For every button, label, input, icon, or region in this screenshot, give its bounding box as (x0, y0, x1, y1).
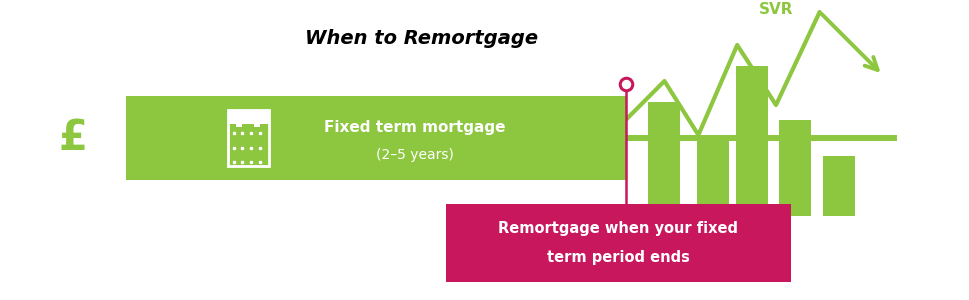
Text: (2–5 years): (2–5 years) (375, 148, 453, 162)
FancyBboxPatch shape (822, 156, 855, 216)
Text: SVR: SVR (758, 2, 793, 16)
FancyBboxPatch shape (254, 119, 260, 127)
FancyBboxPatch shape (236, 119, 242, 127)
FancyBboxPatch shape (625, 136, 896, 140)
Text: Remortgage when your fixed: Remortgage when your fixed (498, 221, 737, 236)
Text: term period ends: term period ends (547, 250, 689, 265)
FancyBboxPatch shape (735, 66, 767, 216)
Text: When to Remortgage: When to Remortgage (305, 29, 538, 49)
Text: £: £ (58, 117, 87, 159)
FancyBboxPatch shape (228, 110, 268, 124)
FancyBboxPatch shape (696, 138, 729, 216)
Text: Fixed term mortgage: Fixed term mortgage (324, 120, 505, 135)
FancyBboxPatch shape (126, 96, 625, 180)
FancyBboxPatch shape (446, 204, 790, 282)
FancyBboxPatch shape (648, 102, 680, 216)
FancyBboxPatch shape (778, 120, 810, 216)
